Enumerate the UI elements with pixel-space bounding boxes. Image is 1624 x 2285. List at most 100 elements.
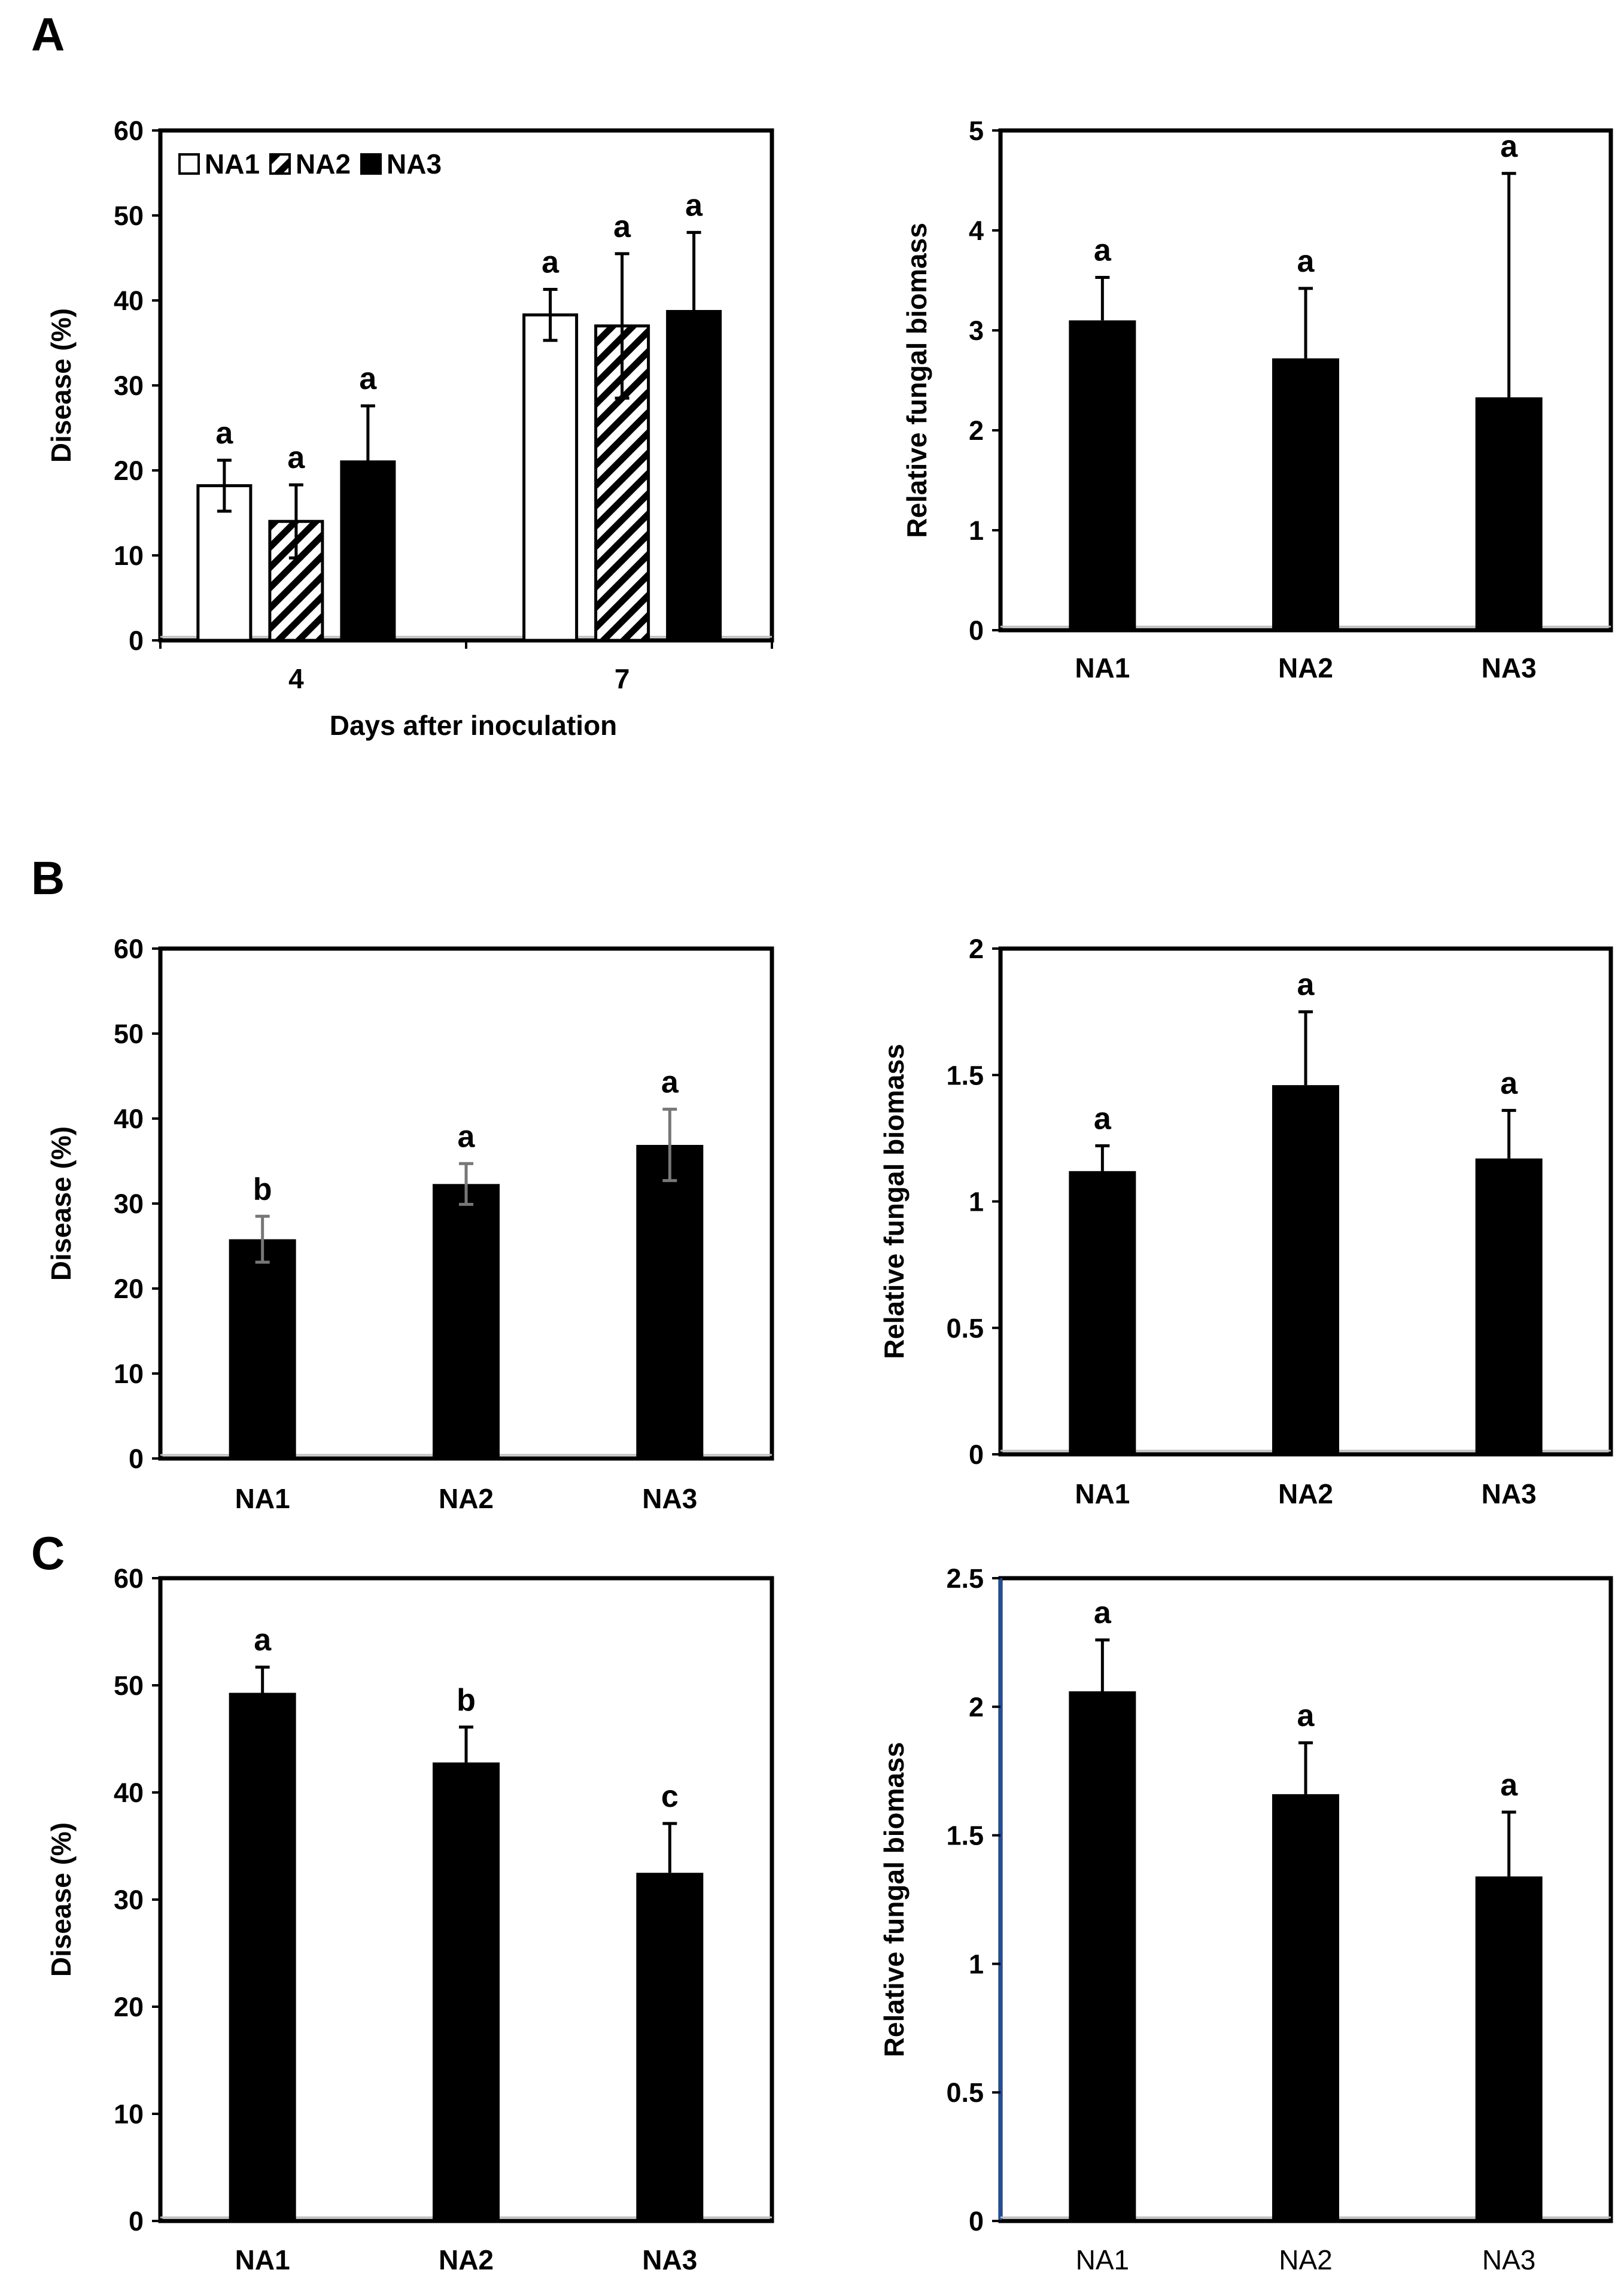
- y-tick-label-3: 1.5: [946, 1821, 984, 1851]
- significance-letter: a: [287, 440, 305, 475]
- y-axis-title: Disease (%): [45, 308, 77, 463]
- bar-na3: [1475, 397, 1543, 630]
- bar-na2: [1272, 358, 1339, 630]
- bar-na1-day7: [522, 313, 579, 642]
- significance-letter: a: [1500, 1066, 1518, 1101]
- y-tick-label-6: 60: [114, 934, 144, 964]
- y-tick-label-6: 60: [114, 1563, 144, 1594]
- significance-letter: a: [1297, 968, 1315, 1002]
- legend-swatch-na3: [360, 153, 382, 175]
- y-tick-label-1: 0.5: [946, 2077, 984, 2108]
- significance-letter: a: [1094, 1596, 1112, 1630]
- y-tick-label-2: 1: [969, 1949, 984, 1979]
- bar-na1: [1069, 1691, 1136, 2221]
- y-tick-label-4: 40: [114, 285, 144, 316]
- legend-swatch-na1: [178, 153, 200, 175]
- bar-na1: [1069, 320, 1136, 630]
- legend-label-na1: NA1: [205, 148, 260, 180]
- y-tick-label-3: 1.5: [946, 1060, 984, 1090]
- x-tick-label-na1: NA1: [1076, 2244, 1129, 2275]
- significance-letter: a: [359, 361, 377, 396]
- significance-letter: a: [458, 1119, 476, 1154]
- y-tick-label-3: 30: [114, 1189, 144, 1219]
- bar-na2: [433, 1184, 500, 1458]
- bar-na1: [1069, 1171, 1136, 1454]
- y-tick-label-4: 40: [114, 1777, 144, 1808]
- y-axis-title: Relative fungal biomass: [878, 1044, 910, 1359]
- y-tick-label-0: 0: [969, 1439, 984, 1470]
- significance-letter: c: [661, 1779, 679, 1814]
- legend-label-na2: NA2: [296, 148, 351, 180]
- bar-na3: [1475, 1876, 1543, 2221]
- y-axis-title: Disease (%): [45, 1822, 77, 1977]
- y-tick-label-4: 2: [969, 934, 984, 964]
- x-tick-label-na3: NA3: [642, 1483, 697, 1514]
- x-tick-label-1: 7: [615, 663, 630, 694]
- significance-letter: b: [457, 1683, 476, 1718]
- y-tick-label-1: 1: [969, 515, 984, 546]
- y-tick-label-3: 30: [114, 1885, 144, 1915]
- x-tick-label-na1: NA1: [1075, 1478, 1130, 1509]
- significance-letter: a: [613, 209, 631, 244]
- x-tick-label-na2: NA2: [439, 2244, 494, 2275]
- significance-letter: a: [661, 1065, 679, 1099]
- significance-letter: a: [254, 1623, 272, 1658]
- y-tick-label-5: 50: [114, 1670, 144, 1701]
- y-tick-label-0: 0: [129, 625, 144, 656]
- y-tick-label-5: 50: [114, 1019, 144, 1049]
- legend-label-na3: NA3: [387, 148, 442, 180]
- y-tick-label-2: 2: [969, 415, 984, 446]
- panel-letter-c: C: [31, 1527, 65, 1579]
- bar-na3: [1475, 1158, 1543, 1454]
- y-tick-label-0: 0: [969, 2206, 984, 2237]
- bar-na2-day4: [268, 519, 324, 642]
- chart-a-biomass: 0 1 2 3 4 5 Relative fungal biomass a NA1 a NA2 a NA…: [901, 116, 1613, 683]
- x-tick-label-na3: NA3: [1482, 652, 1537, 683]
- bar-na2: [1272, 1085, 1339, 1454]
- y-tick-label-5: 5: [969, 116, 984, 146]
- x-axis-title: Days after inoculation: [330, 710, 618, 741]
- y-tick-label-4: 4: [969, 215, 984, 246]
- x-tick-label-na1: NA1: [235, 1483, 290, 1514]
- x-tick-label-0: 4: [288, 663, 304, 694]
- x-tick-label-na1: NA1: [1075, 652, 1130, 683]
- y-tick-label-3: 30: [114, 370, 144, 401]
- panel-letter-a: A: [31, 8, 65, 60]
- significance-letter: a: [1500, 1768, 1518, 1803]
- bar-na1: [229, 1693, 296, 2221]
- bar-na2: [433, 1762, 500, 2221]
- y-tick-label-5: 50: [114, 200, 144, 231]
- y-tick-label-1: 0.5: [946, 1313, 984, 1344]
- chart-b-biomass: 0 0.5 1 1.5 2 Relative fungal biomass a NA1 a NA2…: [878, 934, 1613, 1509]
- significance-letter: a: [1297, 244, 1315, 279]
- y-tick-label-1: 10: [114, 540, 144, 571]
- y-tick-label-0: 0: [969, 615, 984, 646]
- significance-letter: a: [685, 188, 703, 223]
- significance-letter: b: [253, 1172, 272, 1207]
- y-tick-label-2: 20: [114, 455, 144, 486]
- y-tick-label-4: 2: [969, 1692, 984, 1722]
- x-tick-label-na2: NA2: [439, 1483, 494, 1514]
- chart-c-biomass: 0 0.5 1 1.5 2 2.5 Relative fungal biomass a NA1 a…: [878, 1563, 1613, 2275]
- y-tick-label-4: 40: [114, 1104, 144, 1134]
- y-axis-title: Relative fungal biomass: [878, 1742, 910, 2058]
- legend-swatch-na2: [269, 153, 291, 175]
- y-axis-title: Disease (%): [45, 1126, 77, 1281]
- y-tick-label-1: 10: [114, 2099, 144, 2129]
- significance-letter: a: [542, 245, 559, 280]
- significance-letter: a: [215, 416, 233, 451]
- bar-na2: [1272, 1794, 1339, 2221]
- significance-letter: a: [1094, 1102, 1112, 1137]
- bar-na3: [636, 1145, 704, 1458]
- chart-b-disease: 0 10 20 30 40 50 60 Disease (%) b NA1 a NA2 a NA3: [45, 934, 774, 1514]
- y-tick-label-0: 0: [129, 2206, 144, 2237]
- bar-na3: [636, 1873, 704, 2221]
- y-axis-title: Relative fungal biomass: [901, 223, 932, 538]
- x-tick-label-na2: NA2: [1279, 2244, 1332, 2275]
- chart-a-disease: 0 10 20 30 40 50 60 Disease (%) 4 a a a 7 a a a Days aft…: [45, 116, 774, 741]
- significance-letter: a: [1297, 1698, 1315, 1733]
- x-tick-label-na3: NA3: [642, 2244, 697, 2275]
- panel-letter-b: B: [31, 852, 65, 904]
- x-tick-label-na2: NA2: [1278, 652, 1333, 683]
